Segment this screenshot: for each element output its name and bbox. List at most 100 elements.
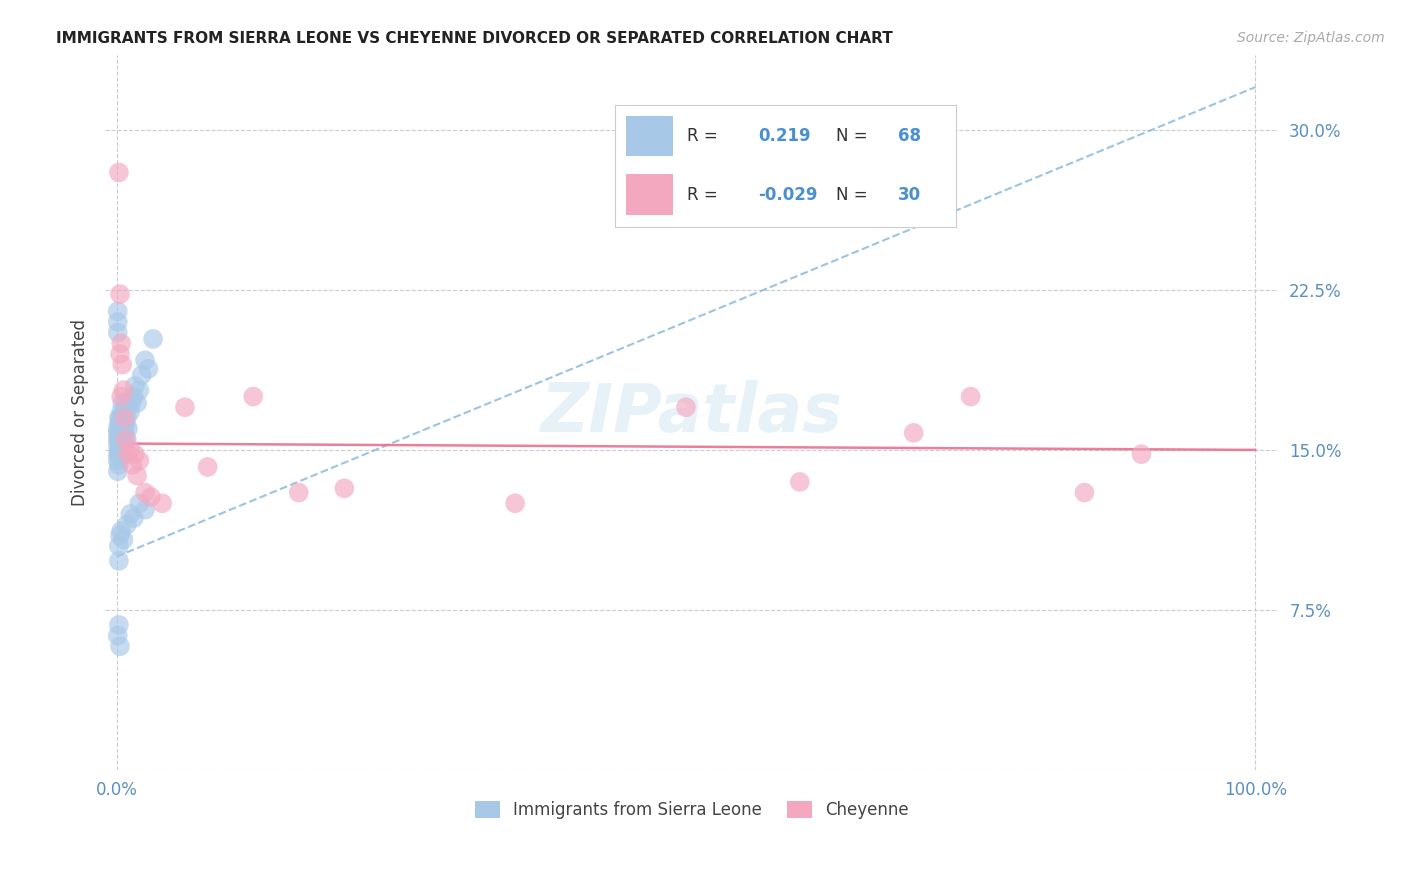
Point: [108, 411, 131, 425]
Point: [114, 417, 136, 432]
Point: [114, 396, 136, 410]
Point: [108, 417, 131, 432]
Point: [128, 453, 150, 467]
Point: [112, 417, 135, 432]
Point: [115, 517, 138, 532]
Point: [107, 453, 129, 467]
Point: [150, 496, 173, 510]
Point: [112, 442, 135, 457]
Point: [108, 432, 131, 446]
Point: [124, 379, 146, 393]
Point: [134, 485, 156, 500]
Point: [124, 447, 146, 461]
Point: [675, 401, 697, 415]
Point: [1073, 485, 1095, 500]
Point: [959, 390, 981, 404]
Point: [139, 490, 162, 504]
Point: [108, 425, 131, 440]
Point: [120, 507, 142, 521]
Point: [108, 417, 131, 432]
Point: [111, 425, 134, 440]
Point: [110, 447, 132, 461]
Point: [242, 390, 264, 404]
Legend: Immigrants from Sierra Leone, Cheyenne: Immigrants from Sierra Leone, Cheyenne: [468, 795, 915, 826]
Point: [108, 528, 131, 542]
Point: [108, 639, 131, 653]
Point: [127, 468, 149, 483]
Point: [108, 618, 131, 632]
Point: [107, 439, 129, 453]
Point: [128, 383, 150, 397]
Point: [110, 404, 132, 418]
Point: [110, 390, 132, 404]
Point: [122, 390, 145, 404]
Point: [120, 442, 142, 457]
Point: [108, 425, 131, 440]
Point: [117, 447, 139, 461]
Point: [127, 396, 149, 410]
Point: [108, 447, 131, 461]
Point: [333, 481, 356, 495]
Point: [903, 425, 925, 440]
Point: [112, 533, 135, 547]
Point: [107, 447, 129, 461]
Point: [111, 358, 134, 372]
Point: [111, 396, 134, 410]
Point: [107, 315, 129, 329]
Point: [110, 417, 132, 432]
Point: [108, 458, 131, 472]
Point: [107, 629, 129, 643]
Point: [142, 332, 165, 346]
Text: IMMIGRANTS FROM SIERRA LEONE VS CHEYENNE DIVORCED OR SEPARATED CORRELATION CHART: IMMIGRANTS FROM SIERRA LEONE VS CHEYENNE…: [56, 31, 893, 46]
Point: [114, 411, 136, 425]
Point: [288, 485, 311, 500]
Point: [107, 421, 129, 435]
Point: [120, 404, 142, 418]
Point: [107, 304, 129, 318]
Point: [197, 460, 219, 475]
Point: [503, 496, 526, 510]
Point: [1130, 447, 1153, 461]
Point: [108, 432, 131, 446]
Point: [114, 425, 136, 440]
Point: [121, 458, 143, 472]
Point: [120, 396, 142, 410]
Point: [138, 361, 160, 376]
Point: [110, 524, 132, 538]
Point: [112, 432, 135, 446]
Point: [108, 287, 131, 301]
Point: [107, 464, 129, 478]
Point: [108, 539, 131, 553]
Point: [108, 442, 131, 457]
Point: [117, 401, 139, 415]
Point: [108, 347, 131, 361]
Text: Source: ZipAtlas.com: Source: ZipAtlas.com: [1237, 31, 1385, 45]
Point: [107, 326, 129, 340]
Point: [114, 404, 136, 418]
Point: [122, 511, 145, 525]
Point: [134, 502, 156, 516]
Point: [111, 447, 134, 461]
Point: [115, 432, 138, 446]
Point: [110, 336, 132, 351]
Point: [117, 421, 139, 435]
Point: [789, 475, 811, 489]
Point: [108, 411, 131, 425]
Point: [108, 554, 131, 568]
Point: [112, 383, 135, 397]
Point: [111, 411, 134, 425]
Point: [128, 496, 150, 510]
Point: [114, 432, 136, 446]
Point: [134, 353, 156, 368]
Point: [108, 447, 131, 461]
Point: [174, 401, 197, 415]
Point: [115, 411, 138, 425]
Point: [110, 421, 132, 435]
Point: [108, 439, 131, 453]
Point: [107, 432, 129, 446]
Point: [110, 432, 132, 446]
Y-axis label: Divorced or Separated: Divorced or Separated: [72, 319, 89, 506]
Point: [107, 425, 129, 440]
Point: [114, 447, 136, 461]
Point: [108, 165, 131, 179]
